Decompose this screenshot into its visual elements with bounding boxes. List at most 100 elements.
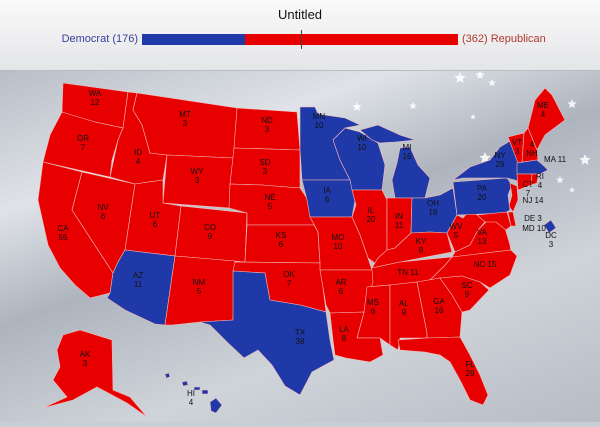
state-votes: 5 xyxy=(268,202,273,211)
state-abbr: IA xyxy=(323,186,331,195)
state-abbr: CO xyxy=(204,223,216,232)
state-dc[interactable] xyxy=(543,219,557,234)
state-or[interactable] xyxy=(42,111,124,178)
state-shape[interactable] xyxy=(439,275,490,313)
state-abbr: VT xyxy=(512,138,522,147)
state-abbr: AL xyxy=(399,299,409,308)
state-ak[interactable] xyxy=(42,329,148,418)
state-votes: 5 xyxy=(454,231,459,240)
state-abbr: MI xyxy=(403,143,412,152)
map-title[interactable]: Untitled xyxy=(277,7,323,22)
state-abbr: MT xyxy=(179,110,191,119)
state-shape[interactable] xyxy=(371,231,453,269)
state-pa[interactable] xyxy=(452,177,513,216)
state-abbr: CA xyxy=(57,224,69,233)
state-votes: 3 xyxy=(263,167,268,176)
state-shape[interactable] xyxy=(351,189,388,268)
state-il[interactable] xyxy=(351,189,388,268)
state-abbr: FL xyxy=(465,360,475,369)
state-abbr: OK xyxy=(283,270,295,279)
state-label-de: DE 3 xyxy=(524,214,542,223)
state-votes: 9 xyxy=(208,232,213,241)
star-icon xyxy=(488,79,496,87)
state-abbr: UT xyxy=(150,211,161,220)
state-votes: 38 xyxy=(296,337,305,346)
state-la[interactable] xyxy=(329,311,384,363)
state-votes: 10 xyxy=(334,242,343,251)
state-shape[interactable] xyxy=(521,127,539,163)
state-votes: 3 xyxy=(549,240,554,249)
state-label-tn: TN 11 xyxy=(397,268,419,277)
state-nh[interactable] xyxy=(521,127,539,163)
state-shape[interactable] xyxy=(201,389,209,395)
state-votes: 18 xyxy=(429,208,438,217)
state-votes: 11 xyxy=(395,221,404,230)
state-votes: 55 xyxy=(59,233,68,242)
state-abbr: VA xyxy=(477,228,488,237)
state-votes: 11 xyxy=(134,280,143,289)
state-ri[interactable] xyxy=(530,173,539,186)
state-votes: 9 xyxy=(465,290,470,299)
state-abbr: ND xyxy=(261,116,273,125)
state-votes: 5 xyxy=(197,287,202,296)
state-shape[interactable] xyxy=(209,397,223,414)
electoral-map: WA 12 OR 7 CA 55 NV 6 ID 4 MT 3 WY 3 UT 6 CO 9 AZ 11 NM 5 ND 3 S… xyxy=(0,70,600,422)
state-abbr: OR xyxy=(77,134,89,143)
state-abbr: WI xyxy=(357,134,367,143)
state-wi[interactable] xyxy=(332,127,386,191)
state-ky[interactable] xyxy=(371,231,453,269)
state-votes: 6 xyxy=(339,287,344,296)
state-abbr: AZ xyxy=(133,271,143,280)
state-shape[interactable] xyxy=(359,124,416,144)
state-tx[interactable] xyxy=(199,270,335,396)
state-votes: 10 xyxy=(315,121,324,130)
state-abbr: WY xyxy=(191,167,205,176)
state-votes: 13 xyxy=(478,237,487,246)
state-votes: 4 xyxy=(538,181,543,190)
state-votes: 4 xyxy=(530,140,535,149)
state-shape[interactable] xyxy=(452,177,513,216)
state-shape[interactable] xyxy=(476,211,512,231)
star-icon xyxy=(454,72,466,83)
state-shape[interactable] xyxy=(42,111,124,178)
state-shape[interactable] xyxy=(543,219,557,234)
state-votes: 9 xyxy=(402,308,407,317)
state-abbr: SD xyxy=(259,158,270,167)
state-abbr: AR xyxy=(335,278,346,287)
state-shape[interactable] xyxy=(193,386,201,391)
state-shape[interactable] xyxy=(199,270,335,396)
state-shape[interactable] xyxy=(397,336,489,406)
state-votes: 6 xyxy=(101,212,106,221)
star-icon xyxy=(475,70,485,79)
state-abbr: ME xyxy=(537,101,549,110)
state-votes: 6 xyxy=(153,220,158,229)
state-votes: 16 xyxy=(403,152,412,161)
state-votes: 6 xyxy=(279,240,284,249)
republican-total-label: (362) Republican xyxy=(462,33,546,45)
state-fl[interactable] xyxy=(397,336,489,406)
state-me[interactable] xyxy=(527,87,566,151)
state-abbr: MN xyxy=(313,112,326,121)
state-md[interactable] xyxy=(476,211,512,231)
electoral-vote-bar xyxy=(142,30,458,49)
state-shape[interactable] xyxy=(181,380,189,387)
background-stars xyxy=(352,70,591,193)
state-shape[interactable] xyxy=(527,87,566,151)
state-abbr: GA xyxy=(433,297,445,306)
state-hi[interactable] xyxy=(164,372,223,414)
state-shape[interactable] xyxy=(329,311,384,363)
star-icon xyxy=(569,187,575,193)
state-de[interactable] xyxy=(507,211,517,227)
state-votes: 3 xyxy=(515,147,520,156)
state-shape[interactable] xyxy=(507,211,517,227)
state-shape[interactable] xyxy=(42,329,148,418)
state-shape[interactable] xyxy=(332,127,386,191)
state-abbr: DC xyxy=(545,231,557,240)
democrat-total-label: Democrat (176) xyxy=(61,33,138,45)
state-sc[interactable] xyxy=(439,275,490,313)
star-icon xyxy=(352,102,362,111)
state-shape[interactable] xyxy=(530,173,539,186)
state-shape[interactable] xyxy=(164,372,171,379)
star-icon xyxy=(579,154,591,165)
state-votes: 3 xyxy=(195,176,200,185)
